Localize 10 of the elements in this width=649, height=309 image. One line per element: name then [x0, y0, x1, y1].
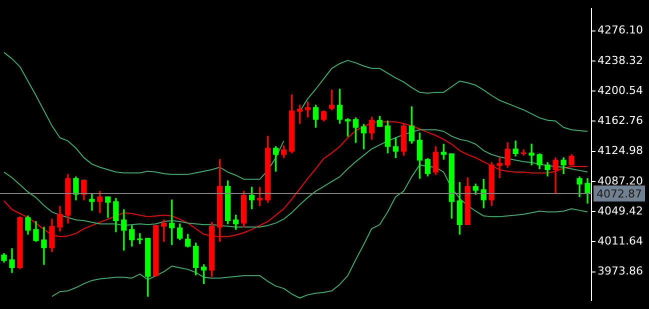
y-tick-label: 4276.10	[598, 24, 644, 37]
y-tick-label: 4011.64	[598, 234, 644, 248]
y-tick-label: 4238.32	[598, 54, 644, 67]
ref-line-label: 4072.87	[596, 187, 642, 200]
y-tick-label: 4162.76	[598, 114, 644, 128]
y-tick-label: 4124.98	[598, 144, 644, 158]
y-tick-label: 4087.20	[598, 174, 644, 188]
y-tick-label: 3973.86	[598, 264, 644, 278]
y-tick-label: 4200.54	[598, 84, 644, 97]
y-tick-label: 4049.42	[598, 204, 644, 218]
